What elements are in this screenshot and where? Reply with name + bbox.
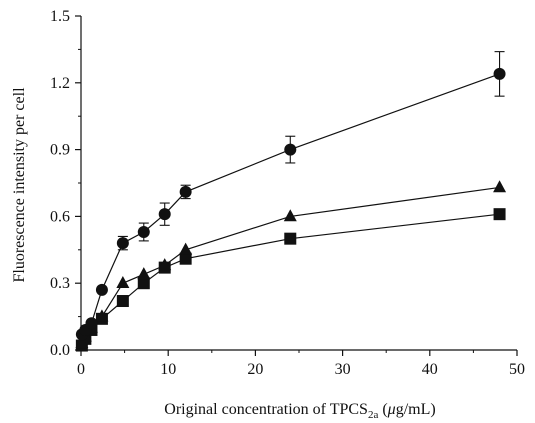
data-point-circle <box>116 237 129 250</box>
data-point-square <box>179 252 192 265</box>
y-tick-label: 0.3 <box>50 275 70 292</box>
x-axis-title: Original concentration of TPCS2a (μg/mL) <box>164 401 435 421</box>
data-point-triangle <box>158 258 172 271</box>
data-point-triangle <box>137 267 151 280</box>
series-line <box>81 73 500 335</box>
data-point-circle <box>95 283 108 296</box>
data-point-circle <box>493 67 506 80</box>
data-point-square <box>284 232 297 245</box>
data-point-circle <box>137 225 150 238</box>
data-point-circle <box>284 143 297 156</box>
data-point-triangle <box>116 276 130 288</box>
data-point-triangle <box>493 180 507 193</box>
data-point-circle <box>179 185 192 198</box>
series-layer <box>75 51 507 352</box>
data-point-triangle <box>179 242 193 255</box>
data-point-triangle <box>75 336 89 349</box>
y-tick-label: 1.5 <box>50 8 70 25</box>
data-point-circle <box>85 317 98 330</box>
series-circle <box>75 51 506 341</box>
x-tick-label: 0 <box>77 361 85 378</box>
data-point-square <box>137 277 150 290</box>
data-point-triangle <box>95 309 109 322</box>
x-tick-label: 40 <box>422 361 438 378</box>
data-point-triangle <box>283 209 297 222</box>
y-axis-title: Fluorescence intensity per cell <box>11 87 28 283</box>
x-tick-label: 10 <box>160 361 176 378</box>
data-point-square <box>493 208 506 221</box>
x-tick-label: 50 <box>509 361 525 378</box>
y-tick-label: 1.2 <box>50 75 70 92</box>
axes: 0.0 0.3 0.6 0.9 1.2 1.5 0 10 20 30 40 50 <box>50 8 525 378</box>
y-tick-label: 0.0 <box>50 342 70 359</box>
y-tick-label: 0.6 <box>50 208 70 225</box>
x-tick-label: 20 <box>247 361 263 378</box>
x-tick-label: 30 <box>335 361 351 378</box>
data-point-square <box>116 295 129 308</box>
data-point-circle <box>158 208 171 221</box>
y-tick-label: 0.9 <box>50 142 70 159</box>
series-triangle <box>75 180 507 349</box>
